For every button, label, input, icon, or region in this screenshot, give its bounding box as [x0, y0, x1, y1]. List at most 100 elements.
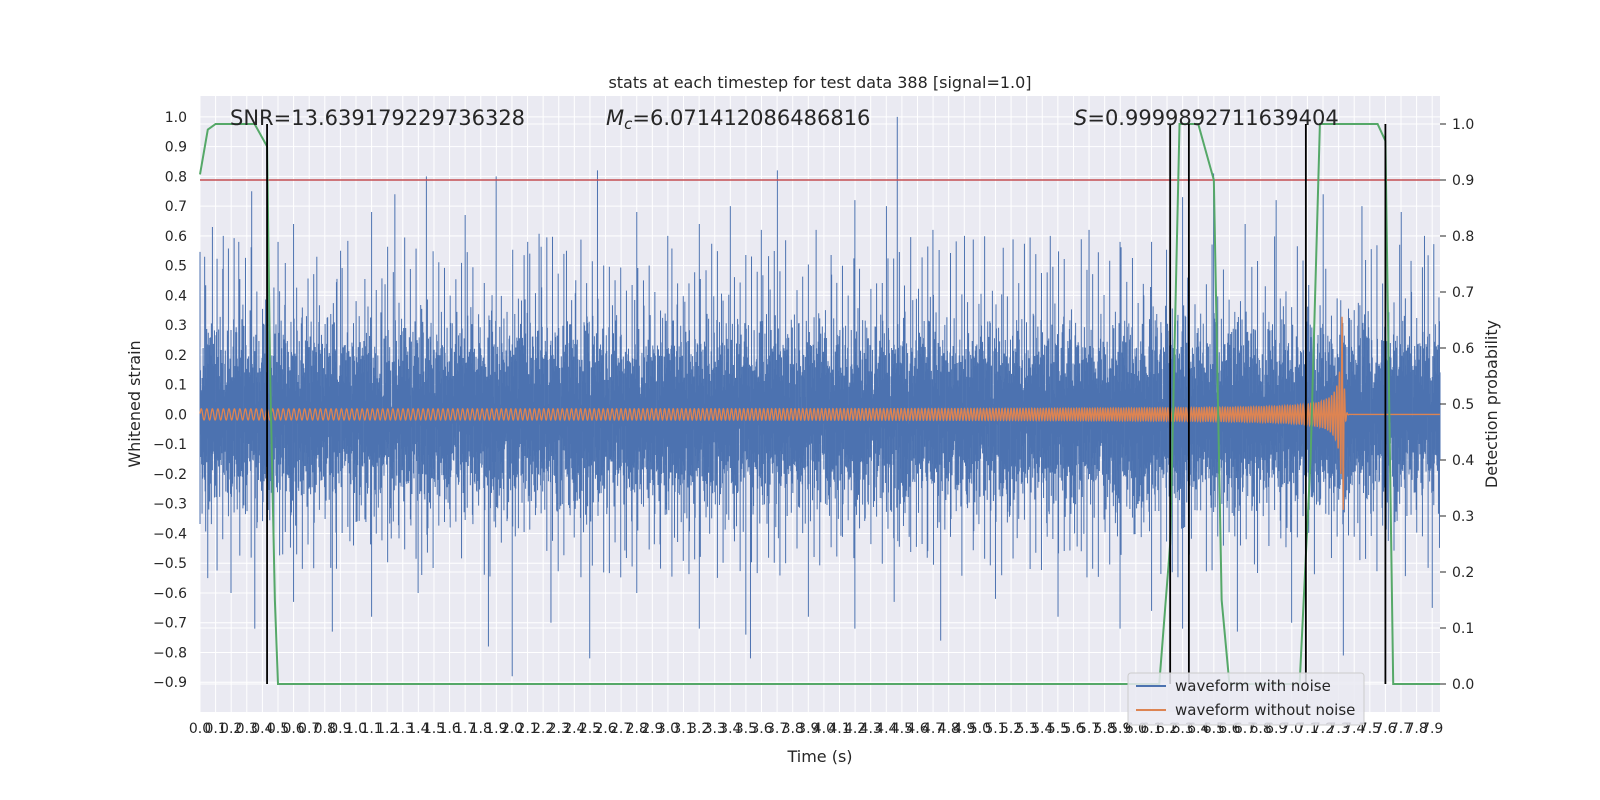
- y-tick-label: 0.1: [165, 378, 187, 394]
- x-tick-label: 5.6: [1062, 721, 1084, 737]
- x-tick-label: 1.8: [470, 721, 492, 737]
- x-tick-label: 1.1: [360, 721, 382, 737]
- x-tick-label: 2.0: [501, 721, 523, 737]
- x-tick-label: 5.9: [1109, 721, 1131, 737]
- x-tick-label: 4.8: [938, 721, 960, 737]
- x-tick-label: 0.0: [189, 721, 211, 737]
- x-axis-label: Time (s): [786, 747, 852, 766]
- x-tick-label: 4.0: [813, 721, 835, 737]
- y-tick-label: 0.7: [165, 199, 187, 215]
- x-tick-label: 7.6: [1374, 721, 1396, 737]
- y-tick-label: 0.4: [165, 288, 187, 304]
- x-tick-label: 2.5: [579, 721, 601, 737]
- x-tick-label: 0.1: [204, 721, 226, 737]
- x-tick-label: 0.2: [220, 721, 242, 737]
- x-tick-label: 3.7: [766, 721, 788, 737]
- legend-label-with-noise: waveform with noise: [1175, 677, 1331, 695]
- x-tick-label: 0.9: [329, 721, 351, 737]
- x-tick-label: 2.9: [641, 721, 663, 737]
- y-tick-label: −0.7: [153, 616, 187, 632]
- y-tick-label: −0.9: [153, 675, 187, 691]
- y-tick-label: 0.2: [165, 348, 187, 364]
- y-tick-label: −0.1: [153, 437, 187, 453]
- x-tick-label: 3.6: [750, 721, 772, 737]
- x-tick-label: 2.4: [563, 721, 585, 737]
- x-tick-label: 3.1: [672, 721, 694, 737]
- x-tick-label: 1.9: [485, 721, 507, 737]
- x-tick-label: 1.5: [423, 721, 445, 737]
- x-tick-label: 2.3: [548, 721, 570, 737]
- x-tick-label: 0.6: [282, 721, 304, 737]
- y-tick-label: 0.9: [165, 140, 187, 156]
- x-tick-label: 7.7: [1390, 721, 1412, 737]
- x-tick-label: 4.4: [875, 721, 897, 737]
- x-tick-label: 1.0: [345, 721, 367, 737]
- x-tick-label: 7.9: [1421, 721, 1443, 737]
- y-tick-label: 1.0: [165, 110, 187, 126]
- y2-tick-label: 0.6: [1452, 341, 1474, 357]
- legend: waveform with noise waveform without noi…: [1127, 672, 1365, 726]
- chirp-mass-value: =6.071412086486816: [632, 106, 870, 130]
- x-tick-label: 4.7: [922, 721, 944, 737]
- data-layer: [199, 116, 1441, 685]
- y2-axis-label: Detection probability: [1482, 320, 1501, 488]
- legend-label-without-noise: waveform without noise: [1175, 701, 1355, 719]
- y-tick-label: 0.5: [165, 259, 187, 275]
- y-tick-label: 0.3: [165, 318, 187, 334]
- ticks: 0.00.10.20.30.40.50.60.70.80.91.01.11.21…: [153, 110, 1474, 737]
- x-tick-label: 5.1: [984, 721, 1006, 737]
- y-axis-label: Whitened strain: [125, 340, 144, 467]
- y2-tick-label: 0.4: [1452, 453, 1474, 469]
- y-tick-label: 0.8: [165, 169, 187, 185]
- x-tick-label: 4.6: [906, 721, 928, 737]
- x-tick-label: 4.3: [860, 721, 882, 737]
- x-tick-label: 5.0: [969, 721, 991, 737]
- x-tick-label: 3.0: [657, 721, 679, 737]
- chirp-mass-symbol: M: [606, 106, 624, 130]
- x-tick-label: 1.7: [454, 721, 476, 737]
- y2-tick-label: 0.5: [1452, 397, 1474, 413]
- x-tick-label: 3.4: [719, 721, 741, 737]
- chirp-mass-annotation: Mc=6.071412086486816: [606, 106, 870, 133]
- y-tick-label: 0.0: [165, 407, 187, 423]
- x-tick-label: 5.5: [1047, 721, 1069, 737]
- y-tick-label: −0.2: [153, 467, 187, 483]
- chirp-mass-subscript: c: [624, 115, 633, 133]
- x-tick-label: 2.6: [594, 721, 616, 737]
- y2-tick-label: 0.9: [1452, 173, 1474, 189]
- y2-tick-label: 0.8: [1452, 229, 1474, 245]
- y-tick-label: 0.6: [165, 229, 187, 245]
- score-annotation: S=0.9999892711639404: [1074, 106, 1339, 130]
- y-tick-label: −0.3: [153, 497, 187, 513]
- x-tick-label: 2.2: [532, 721, 554, 737]
- x-tick-label: 2.8: [626, 721, 648, 737]
- x-tick-label: 5.4: [1031, 721, 1053, 737]
- y-tick-label: −0.5: [153, 556, 187, 572]
- x-tick-label: 4.1: [828, 721, 850, 737]
- chart-title: stats at each timestep for test data 388…: [608, 73, 1031, 92]
- x-tick-label: 3.8: [782, 721, 804, 737]
- x-tick-label: 5.8: [1094, 721, 1116, 737]
- score-value: =0.9999892711639404: [1087, 106, 1338, 130]
- x-tick-label: 3.3: [704, 721, 726, 737]
- x-tick-label: 1.6: [438, 721, 460, 737]
- x-tick-label: 0.4: [251, 721, 273, 737]
- x-tick-label: 3.5: [735, 721, 757, 737]
- x-tick-label: 1.2: [376, 721, 398, 737]
- x-tick-label: 1.3: [392, 721, 414, 737]
- x-tick-label: 5.7: [1078, 721, 1100, 737]
- y-tick-label: −0.6: [153, 586, 187, 602]
- y2-tick-label: 1.0: [1452, 117, 1474, 133]
- x-tick-label: 4.5: [891, 721, 913, 737]
- legend-box: [1127, 672, 1365, 726]
- x-tick-label: 3.2: [688, 721, 710, 737]
- x-tick-label: 2.7: [610, 721, 632, 737]
- x-tick-label: 1.4: [407, 721, 429, 737]
- y2-tick-label: 0.3: [1452, 509, 1474, 525]
- y-tick-label: −0.8: [153, 645, 187, 661]
- y2-tick-label: 0.1: [1452, 621, 1474, 637]
- x-tick-label: 5.2: [1000, 721, 1022, 737]
- x-tick-label: 0.5: [267, 721, 289, 737]
